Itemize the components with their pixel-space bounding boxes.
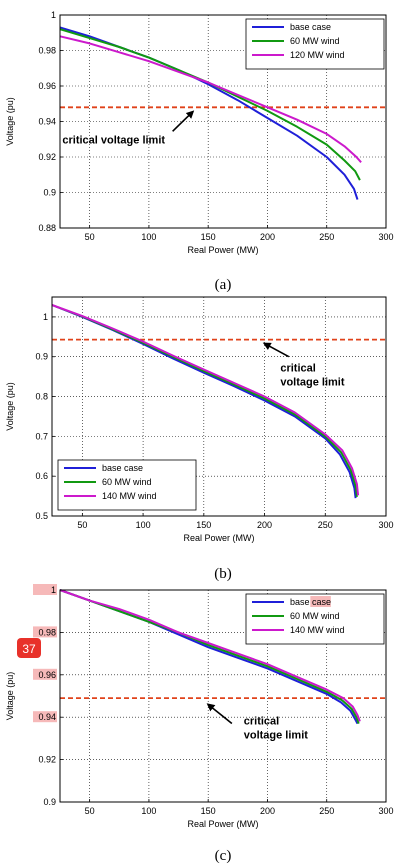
y-axis-label: Voltage (pu) bbox=[5, 382, 15, 431]
chart-panel-0: 50 100 150 200 250 300 0.88 0.9 0.92 0.94 0.96 0.98… bbox=[5, 10, 394, 293]
tick-highlight bbox=[33, 711, 57, 723]
y-tick-label: 0.9 bbox=[43, 188, 56, 198]
legend-label: 60 MW wind bbox=[290, 36, 340, 46]
y-tick-label: 0.8 bbox=[35, 392, 48, 402]
plot-frame bbox=[51, 296, 387, 517]
y-axis-label: Voltage (pu) bbox=[5, 97, 15, 146]
chart-panel-2: 50 100 150 200 250 300 0.9 0.92 0.94 0.96 0.98 1 cri… bbox=[5, 584, 394, 864]
annotation-text: critical bbox=[244, 716, 279, 728]
legend-label: base case bbox=[290, 597, 331, 607]
legend-label: 140 MW wind bbox=[102, 491, 157, 501]
tick-highlight bbox=[33, 626, 57, 638]
panel-caption: (c) bbox=[215, 848, 232, 864]
x-tick-label: 300 bbox=[378, 806, 393, 816]
panel-caption: (b) bbox=[214, 566, 232, 582]
legend-label: 60 MW wind bbox=[290, 611, 340, 621]
annotation-text: voltage limit bbox=[280, 376, 345, 388]
y-tick-label: 0.96 bbox=[38, 670, 56, 680]
x-axis-label: Real Power (MW) bbox=[187, 245, 258, 255]
plot-frame bbox=[59, 589, 387, 803]
x-axis-label: Real Power (MW) bbox=[183, 533, 254, 543]
x-tick-label: 300 bbox=[378, 520, 393, 530]
y-tick-label: 0.92 bbox=[38, 755, 56, 765]
svg-text:37: 37 bbox=[22, 642, 36, 656]
x-tick-label: 50 bbox=[85, 232, 95, 242]
x-tick-label: 150 bbox=[201, 232, 216, 242]
series-line-1 bbox=[59, 589, 360, 724]
y-axis-label: Voltage (pu) bbox=[5, 672, 15, 721]
x-tick-label: 200 bbox=[260, 806, 275, 816]
legend-label: base case bbox=[102, 463, 143, 473]
legend-label: 120 MW wind bbox=[290, 50, 345, 60]
x-tick-label: 50 bbox=[77, 520, 87, 530]
y-tick-label: 0.94 bbox=[38, 712, 56, 722]
legend-label: 140 MW wind bbox=[290, 625, 345, 635]
series-line-2 bbox=[51, 304, 360, 496]
x-tick-label: 100 bbox=[141, 232, 156, 242]
y-tick-label: 0.7 bbox=[35, 431, 48, 441]
y-tick-label: 0.9 bbox=[35, 352, 48, 362]
y-tick-label: 1 bbox=[43, 312, 48, 322]
x-tick-label: 50 bbox=[85, 806, 95, 816]
x-tick-label: 250 bbox=[319, 232, 334, 242]
series-line-2 bbox=[59, 589, 361, 722]
legend-highlight bbox=[310, 596, 331, 607]
annotation-arrow bbox=[206, 703, 233, 725]
x-tick-label: 100 bbox=[136, 520, 151, 530]
plot-frame bbox=[59, 14, 387, 229]
y-tick-label: 1 bbox=[51, 10, 56, 20]
x-tick-label: 200 bbox=[257, 520, 272, 530]
y-tick-label: 0.94 bbox=[38, 117, 56, 127]
x-tick-label: 300 bbox=[378, 232, 393, 242]
y-tick-label: 0.9 bbox=[43, 797, 56, 807]
x-tick-label: 100 bbox=[141, 806, 156, 816]
y-tick-label: 0.96 bbox=[38, 81, 56, 91]
annotation-arrow bbox=[262, 342, 290, 358]
annotation-text: critical bbox=[280, 362, 315, 374]
x-tick-label: 250 bbox=[318, 520, 333, 530]
x-tick-label: 150 bbox=[196, 520, 211, 530]
y-tick-label: 1 bbox=[51, 585, 56, 595]
series-line-1 bbox=[59, 28, 361, 181]
y-tick-label: 0.6 bbox=[35, 471, 48, 481]
annotation-arrow bbox=[172, 110, 195, 132]
notification-badge: 37 bbox=[17, 638, 41, 658]
panel-caption: (a) bbox=[215, 277, 232, 293]
legend-label: 60 MW wind bbox=[102, 477, 152, 487]
x-axis-label: Real Power (MW) bbox=[187, 819, 258, 829]
y-tick-label: 0.98 bbox=[38, 627, 56, 637]
x-tick-label: 200 bbox=[260, 232, 275, 242]
tick-highlight bbox=[33, 584, 57, 595]
annotation-text: critical voltage limit bbox=[62, 135, 165, 147]
series-line-2 bbox=[59, 35, 362, 163]
y-tick-label: 0.88 bbox=[38, 223, 56, 233]
chart-panel-1: 50 100 150 200 250 300 0.5 0.6 0.7 0.8 0.9 1 critica… bbox=[5, 296, 394, 582]
x-tick-label: 150 bbox=[201, 806, 216, 816]
y-tick-label: 0.98 bbox=[38, 46, 56, 56]
tick-highlight bbox=[33, 668, 57, 680]
y-tick-label: 0.5 bbox=[35, 511, 48, 521]
annotation-text: voltage limit bbox=[244, 730, 309, 742]
y-tick-label: 0.92 bbox=[38, 152, 56, 162]
x-tick-label: 250 bbox=[319, 806, 334, 816]
legend-label: base case bbox=[290, 22, 331, 32]
